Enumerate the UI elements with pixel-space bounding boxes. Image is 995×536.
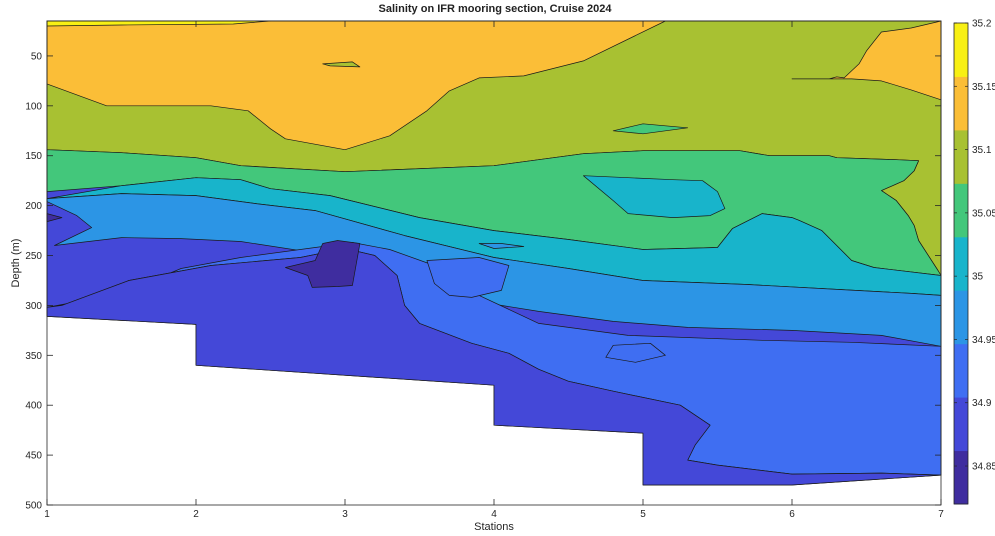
- x-tick-label: 5: [640, 509, 646, 520]
- y-tick-label: 500: [25, 501, 42, 512]
- colorbar-tick-label: 34.85: [972, 462, 995, 473]
- colorbar-band: [954, 343, 968, 398]
- y-tick-label: 450: [25, 451, 42, 462]
- colorbar-band: [954, 183, 968, 238]
- y-tick-label: 200: [25, 201, 42, 212]
- y-tick-label: 100: [25, 101, 42, 112]
- contour-region: [791, 20, 942, 101]
- x-tick-label: 4: [491, 509, 497, 520]
- y-tick-label: 150: [25, 151, 42, 162]
- colorbar-band: [954, 129, 968, 184]
- contour-region: [478, 243, 525, 249]
- y-tick-label: 50: [31, 51, 43, 62]
- colorbar-band: [954, 397, 968, 452]
- colorbar-band: [954, 290, 968, 345]
- colorbar-band: [954, 236, 968, 291]
- contour-region: [426, 257, 510, 298]
- colorbar-tick-label: 35.1: [972, 145, 992, 156]
- contour-region: [583, 175, 726, 218]
- x-axis: 1 2 3 4 5 6 7: [44, 21, 944, 520]
- colorbar-tick-label: 35.2: [972, 19, 992, 30]
- colorbar-band: [954, 23, 968, 77]
- contour-region: [605, 342, 666, 363]
- colorbar: 34.85 34.9 34.95 35 35.05 35.1 35.15 35.2: [953, 19, 995, 505]
- colorbar-band: [954, 450, 968, 505]
- colorbar-tick-label: 35.15: [972, 82, 995, 93]
- y-axis-label: Depth (m): [10, 239, 22, 288]
- chart-title: Salinity on IFR mooring section, Cruise …: [379, 3, 613, 15]
- contour-region: [285, 240, 361, 288]
- x-tick-label: 2: [193, 509, 199, 520]
- y-tick-label: 350: [25, 351, 42, 362]
- colorbar-frame: [953, 22, 969, 505]
- y-tick-label: 400: [25, 401, 42, 412]
- x-tick-label: 6: [789, 509, 795, 520]
- colorbar-tick-label: 35.05: [972, 208, 995, 219]
- y-tick-label: 250: [25, 251, 42, 262]
- x-tick-label: 7: [938, 509, 944, 520]
- x-axis-label: Stations: [474, 521, 514, 533]
- colorbar-tick-label: 35: [972, 272, 984, 283]
- colorbar-tick-label: 34.9: [972, 398, 992, 409]
- contour-regions: [46, 20, 942, 486]
- x-tick-label: 3: [342, 509, 348, 520]
- y-axis: 50 100 150 200 250 300 350 400 450 500: [25, 51, 941, 512]
- contour-region: [612, 123, 689, 135]
- colorbar-tick-label: 34.95: [972, 335, 995, 346]
- contour-region: [322, 61, 361, 68]
- colorbar-band: [954, 76, 968, 131]
- plot-area: [46, 20, 942, 506]
- y-tick-label: 300: [25, 301, 42, 312]
- x-tick-label: 1: [44, 509, 50, 520]
